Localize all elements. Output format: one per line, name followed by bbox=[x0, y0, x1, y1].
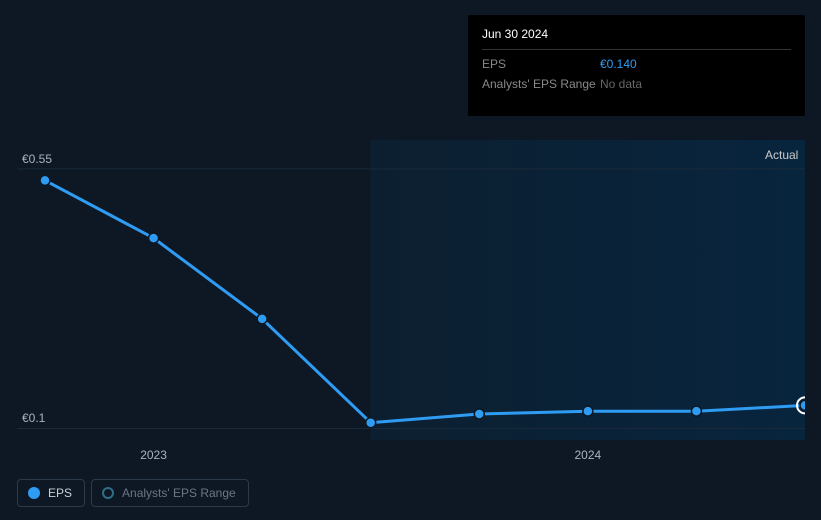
tooltip-row: Analysts' EPS RangeNo data bbox=[482, 74, 791, 94]
chart-plot[interactable] bbox=[17, 140, 805, 440]
chart-container: Jun 30 2024 EPS€0.140Analysts' EPS Range… bbox=[0, 0, 821, 520]
actual-region-label: Actual bbox=[765, 148, 798, 162]
eps-marker[interactable] bbox=[474, 409, 484, 419]
eps-marker[interactable] bbox=[366, 418, 376, 428]
legend-swatch bbox=[28, 487, 40, 499]
y-axis-label: €0.1 bbox=[22, 411, 45, 425]
tooltip-row-label: EPS bbox=[482, 55, 600, 73]
eps-marker[interactable] bbox=[800, 400, 805, 410]
tooltip-row-value: No data bbox=[600, 75, 642, 93]
legend-item-eps[interactable]: EPS bbox=[17, 479, 85, 507]
tooltip-row-label: Analysts' EPS Range bbox=[482, 75, 600, 93]
chart-tooltip: Jun 30 2024 EPS€0.140Analysts' EPS Range… bbox=[468, 15, 805, 116]
actual-region bbox=[371, 140, 805, 440]
tooltip-row: EPS€0.140 bbox=[482, 54, 791, 74]
legend-swatch bbox=[102, 487, 114, 499]
legend-label: EPS bbox=[48, 486, 72, 500]
eps-marker[interactable] bbox=[149, 233, 159, 243]
x-axis-label: 2023 bbox=[140, 448, 167, 462]
tooltip-date: Jun 30 2024 bbox=[482, 25, 791, 50]
eps-marker[interactable] bbox=[583, 406, 593, 416]
x-axis-label: 2024 bbox=[574, 448, 601, 462]
legend-item-analysts-range[interactable]: Analysts' EPS Range bbox=[91, 479, 249, 507]
legend-label: Analysts' EPS Range bbox=[122, 486, 236, 500]
chart-legend: EPS Analysts' EPS Range bbox=[17, 479, 249, 507]
eps-marker[interactable] bbox=[257, 314, 267, 324]
y-axis-label: €0.55 bbox=[22, 152, 52, 166]
eps-marker[interactable] bbox=[691, 406, 701, 416]
eps-marker[interactable] bbox=[40, 175, 50, 185]
tooltip-row-value: €0.140 bbox=[600, 55, 637, 73]
